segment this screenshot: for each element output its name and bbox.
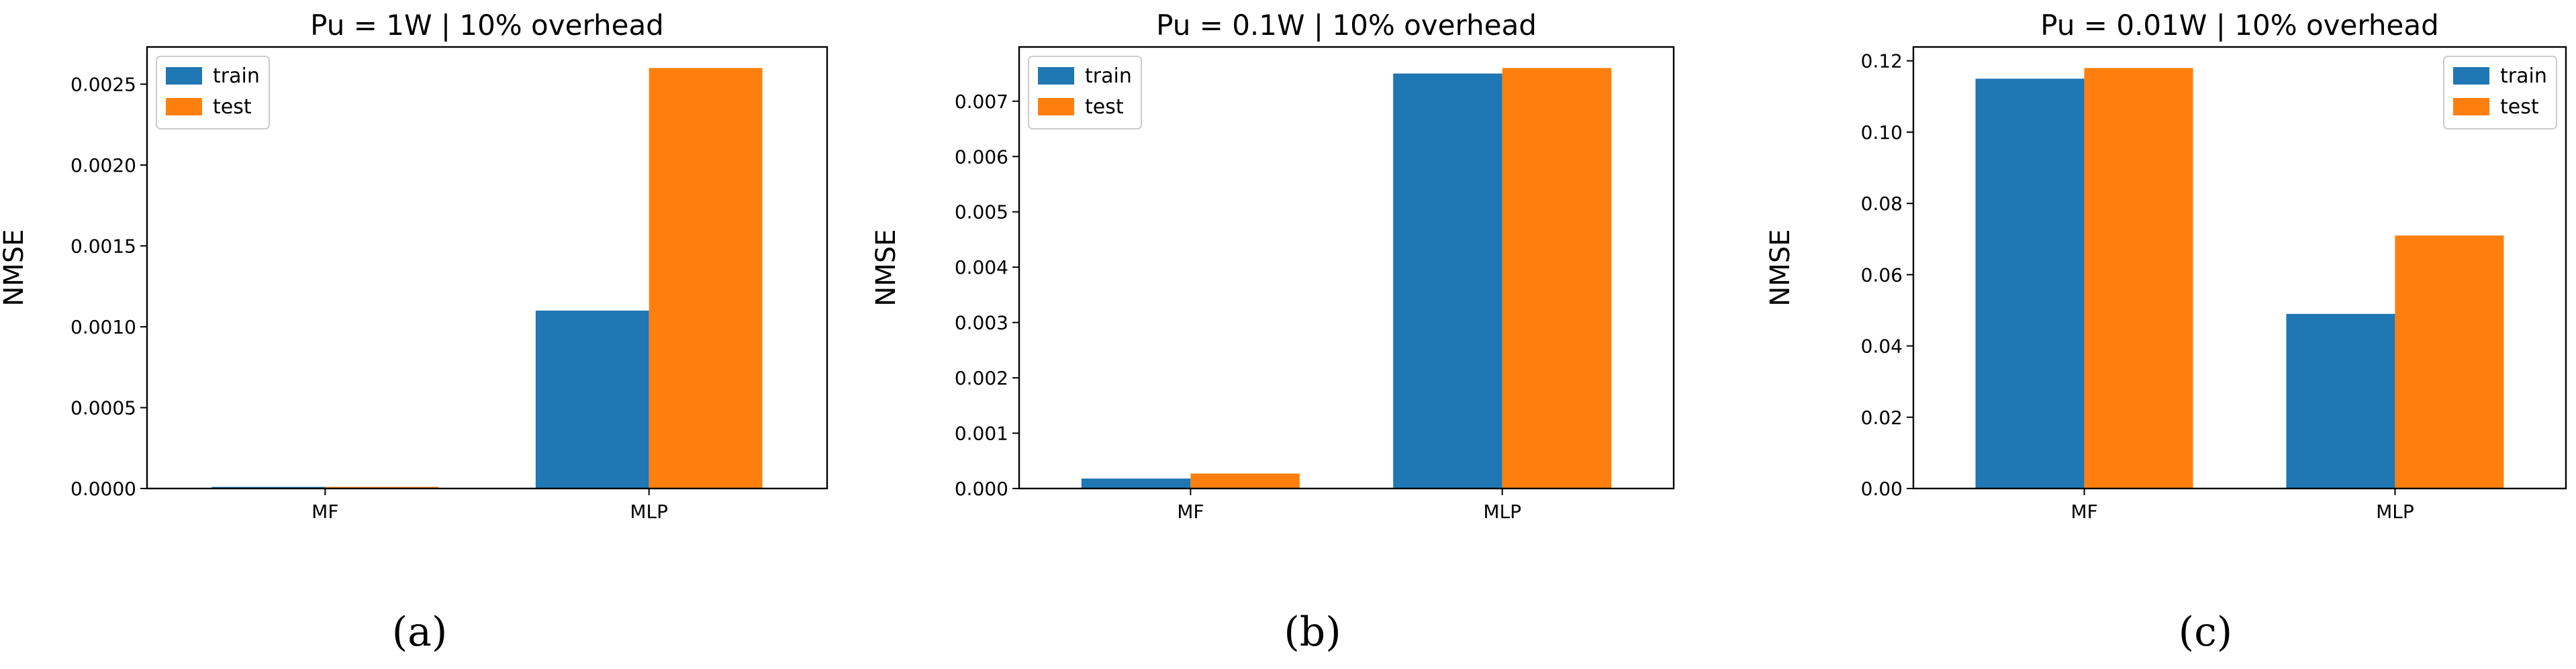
bar-train-mf bbox=[1081, 478, 1191, 488]
bar-train-mf bbox=[1975, 79, 2085, 489]
legend-label-train: train bbox=[1085, 64, 1132, 88]
legend-swatch-train bbox=[1038, 67, 1074, 85]
y-tick-label: 0.0015 bbox=[70, 235, 136, 257]
plot-frame bbox=[1912, 46, 2567, 490]
chart-title: Pu = 0.1W | 10% overhead bbox=[1156, 9, 1537, 42]
legend-swatch-test bbox=[2453, 98, 2489, 115]
x-tick-label: MLP bbox=[1483, 501, 1521, 523]
x-tick-label: MF bbox=[2070, 501, 2097, 523]
x-tick-label: MF bbox=[1177, 501, 1204, 523]
chart-panel-3: 0.00 0.02 0.04 0.06 0.08 0.10 0.12 MF MLP Pu = 0.… bbox=[1765, 9, 2567, 656]
chart-title: Pu = 1W | 10% overhead bbox=[310, 9, 664, 42]
y-tick-label: 0.005 bbox=[955, 201, 1008, 223]
legend: train test bbox=[2443, 56, 2557, 130]
bar-test-mlp bbox=[1502, 68, 1612, 489]
y-tick-label: 0.002 bbox=[955, 367, 1008, 389]
legend-swatch-train bbox=[166, 67, 202, 85]
panel-caption: (b) bbox=[1284, 609, 1341, 656]
x-tick-label: MF bbox=[312, 501, 338, 523]
bar-train-mf bbox=[211, 486, 326, 488]
y-tick-label: 0.04 bbox=[1861, 336, 1903, 358]
y-axis-label: NMSE bbox=[0, 229, 30, 306]
y-tick-label: 0.006 bbox=[955, 146, 1008, 168]
y-tick-label: 0.000 bbox=[955, 478, 1008, 500]
x-tick-label: MLP bbox=[630, 501, 668, 523]
legend-label-test: test bbox=[2500, 95, 2539, 119]
legend-label-test: test bbox=[1085, 95, 1124, 119]
y-axis-label: NMSE bbox=[871, 229, 902, 306]
y-tick-label: 0.08 bbox=[1861, 193, 1903, 215]
legend: train test bbox=[156, 56, 270, 130]
y-tick-label: 0.0020 bbox=[70, 154, 136, 176]
chart-title: Pu = 0.01W | 10% overhead bbox=[2040, 9, 2438, 42]
plot-frame bbox=[146, 46, 828, 490]
y-tick-label: 0.0005 bbox=[70, 397, 136, 419]
legend: train test bbox=[1028, 56, 1142, 130]
bar-test-mlp bbox=[649, 68, 763, 489]
y-tick-label: 0.0025 bbox=[70, 73, 136, 95]
bar-train-mlp bbox=[1393, 73, 1502, 488]
y-tick-label: 0.10 bbox=[1861, 121, 1903, 144]
y-axis-label: NMSE bbox=[1765, 229, 1796, 306]
bar-test-mlp bbox=[2395, 235, 2504, 488]
x-tick-label: MLP bbox=[2376, 501, 2414, 523]
bar-train-mlp bbox=[2286, 313, 2395, 488]
y-tick-label: 0.001 bbox=[955, 423, 1008, 445]
bar-test-mf bbox=[1190, 473, 1300, 488]
y-tick-label: 0.12 bbox=[1861, 50, 1903, 72]
legend-label-train: train bbox=[213, 64, 260, 88]
legend-swatch-test bbox=[166, 98, 202, 115]
y-tick-label: 0.0010 bbox=[70, 316, 136, 338]
y-tick-label: 0.0000 bbox=[70, 478, 136, 500]
bar-train-mlp bbox=[535, 310, 649, 488]
legend-label-test: test bbox=[213, 95, 252, 119]
panel-caption: (c) bbox=[2179, 609, 2232, 656]
panel-caption: (a) bbox=[392, 609, 448, 656]
legend-label-train: train bbox=[2500, 64, 2547, 88]
y-tick-label: 0.004 bbox=[955, 256, 1008, 278]
bar-test-mf bbox=[325, 486, 439, 488]
y-tick-label: 0.00 bbox=[1861, 478, 1903, 500]
bar-test-mf bbox=[2084, 68, 2193, 489]
chart-panel-2: 0.000 0.001 0.002 0.003 0.004 0.005 0.006 0.007… bbox=[871, 9, 1675, 656]
y-tick-label: 0.06 bbox=[1861, 264, 1903, 286]
legend-swatch-train bbox=[2453, 67, 2489, 85]
legend-swatch-test bbox=[1038, 98, 1074, 115]
chart-panel-1: 0.0000 0.0005 0.0010 0.0015 0.0020 0.0025 MF ML… bbox=[0, 9, 828, 656]
y-tick-label: 0.02 bbox=[1861, 407, 1903, 429]
y-tick-label: 0.003 bbox=[955, 312, 1008, 334]
y-tick-label: 0.007 bbox=[955, 91, 1008, 113]
